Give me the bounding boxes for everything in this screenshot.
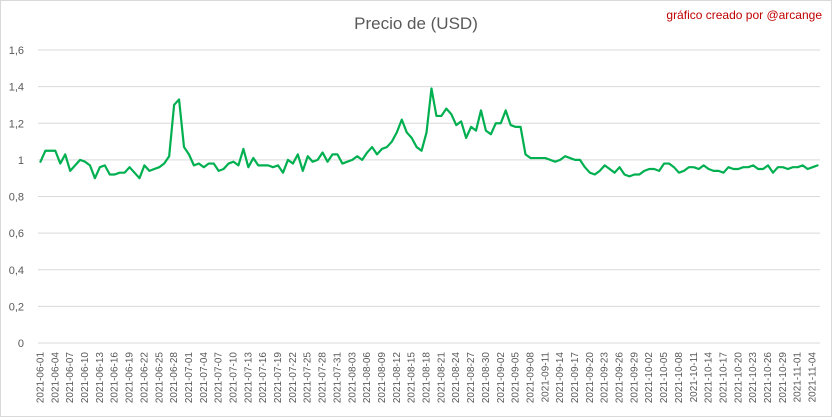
x-tick-label: 2021-09-17 (570, 352, 581, 404)
x-axis-ticks: 2021-06-01 2021-06-04 2021-06-07 2021-06-10… (35, 352, 818, 404)
x-tick-label: 2021-08-30 (481, 352, 492, 404)
y-tick-label: 0,6 (9, 228, 24, 240)
x-tick-label: 2021-06-10 (80, 352, 91, 404)
y-tick-label: 1,2 (9, 118, 24, 130)
x-tick-label: 2021-10-08 (674, 352, 685, 404)
x-tick-label: 2021-08-21 (436, 352, 447, 404)
x-tick-label: 2021-07-25 (303, 352, 314, 404)
x-tick-label: 2021-10-20 (733, 352, 744, 404)
x-tick-label: 2021-07-31 (332, 352, 343, 404)
x-tick-label: 2021-06-07 (65, 352, 76, 404)
chart-title: Precio de (USD) (354, 14, 478, 33)
y-tick-label: 1 (18, 155, 24, 167)
x-tick-label: 2021-07-10 (229, 352, 240, 404)
y-tick-label: 0,2 (9, 301, 24, 313)
x-tick-label: 2021-08-06 (362, 352, 373, 404)
x-tick-label: 2021-07-19 (273, 352, 284, 404)
x-tick-label: 2021-08-27 (466, 352, 477, 404)
y-axis-ticks: 0 0,2 0,4 0,6 0,8 1 1,2 1,4 1,6 (9, 45, 24, 350)
x-tick-label: 2021-08-09 (377, 352, 388, 404)
x-tick-label: 2021-09-23 (600, 352, 611, 404)
x-tick-label: 2021-07-28 (318, 352, 329, 404)
x-tick-label: 2021-08-24 (451, 352, 462, 404)
x-tick-label: 2021-10-14 (704, 352, 715, 404)
x-tick-label: 2021-08-12 (392, 352, 403, 404)
x-tick-label: 2021-07-22 (288, 352, 299, 404)
x-tick-label: 2021-07-07 (214, 352, 225, 404)
x-tick-label: 2021-09-29 (629, 352, 640, 404)
y-tick-label: 1,4 (9, 82, 24, 94)
x-tick-label: 2021-06-22 (139, 352, 150, 404)
x-tick-label: 2021-10-23 (748, 352, 759, 404)
x-tick-label: 2021-07-01 (184, 352, 195, 404)
x-tick-label: 2021-06-04 (50, 352, 61, 404)
x-tick-label: 2021-11-04 (808, 352, 819, 403)
x-tick-label: 2021-09-02 (496, 352, 507, 404)
x-tick-label: 2021-06-01 (35, 352, 46, 404)
x-tick-label: 2021-10-02 (644, 352, 655, 404)
y-tick-label: 0 (18, 338, 24, 350)
y-tick-label: 0,8 (9, 192, 24, 204)
x-tick-label: 2021-09-05 (511, 352, 522, 404)
x-tick-label: 2021-10-26 (763, 352, 774, 404)
x-tick-label: 2021-11-01 (793, 352, 804, 403)
price-series-line (39, 87, 819, 180)
y-tick-label: 1,6 (9, 45, 24, 57)
x-tick-label: 2021-09-08 (525, 352, 536, 404)
x-tick-label: 2021-06-28 (169, 352, 180, 404)
x-tick-label: 2021-09-26 (615, 352, 626, 404)
x-tick-label: 2021-09-11 (540, 352, 551, 403)
x-tick-label: 2021-07-13 (243, 352, 254, 404)
gridlines (38, 49, 820, 344)
x-tick-label: 2021-06-25 (154, 352, 165, 404)
x-tick-label: 2021-08-03 (347, 352, 358, 404)
x-tick-label: 2021-10-17 (718, 352, 729, 404)
x-tick-label: 2021-06-16 (110, 352, 121, 404)
x-tick-label: 2021-06-19 (125, 352, 136, 404)
x-tick-label: 2021-10-11 (689, 352, 700, 403)
x-tick-label: 2021-08-18 (422, 352, 433, 404)
x-tick-label: 2021-09-20 (585, 352, 596, 404)
x-tick-label: 2021-09-14 (555, 352, 566, 404)
x-tick-label: 2021-06-13 (95, 352, 106, 404)
chart-credit: gráfico creado por @arcange (666, 8, 822, 22)
y-tick-label: 0,4 (9, 265, 24, 277)
series-group (39, 87, 819, 180)
x-tick-label: 2021-10-05 (659, 352, 670, 404)
x-tick-label: 2021-08-15 (407, 352, 418, 404)
x-tick-label: 2021-07-16 (258, 352, 269, 404)
x-tick-label: 2021-10-29 (778, 352, 789, 404)
x-tick-label: 2021-07-04 (199, 352, 210, 404)
